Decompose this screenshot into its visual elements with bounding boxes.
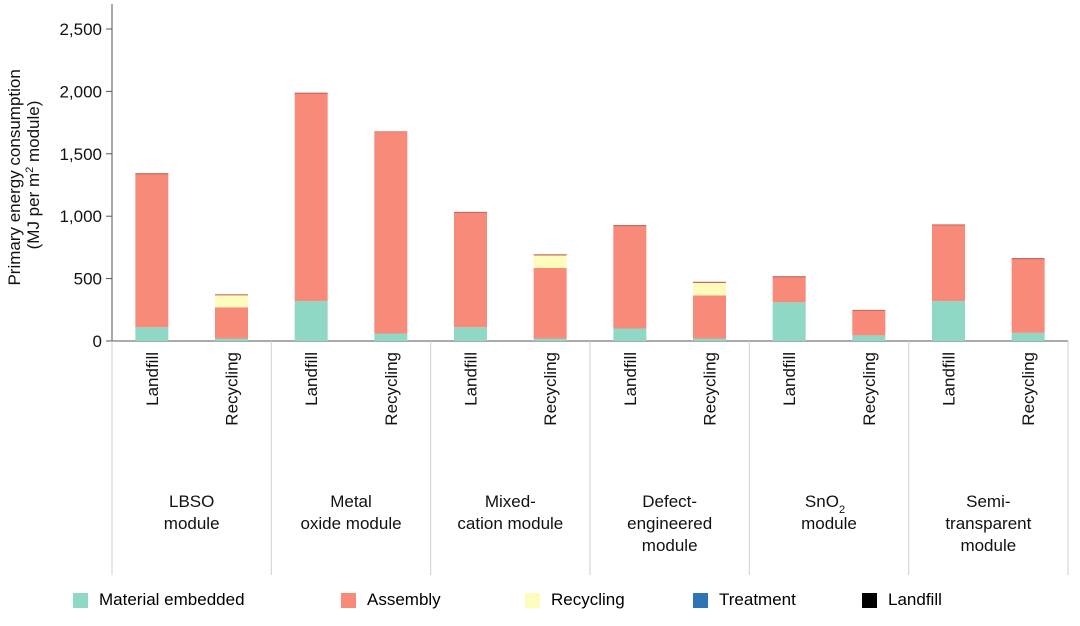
y-axis-label: Primary energy consumption (MJ per m2 mo…	[5, 64, 43, 285]
legend: Material embedded Assembly Recycling Treatm…	[0, 590, 1080, 618]
bar-segment-material-embedded	[215, 338, 248, 341]
bar-segment-material-embedded	[454, 327, 487, 341]
x-tick-labels: Landfill Recycling Landfill Recycling Landfi…	[143, 352, 1038, 426]
y-tick-label: 1,000	[59, 207, 102, 226]
legend-swatch	[341, 592, 356, 608]
bars	[135, 92, 1045, 341]
bar-segment-material-embedded	[374, 333, 408, 341]
legend-label: Treatment	[719, 590, 796, 609]
legend-item-treatment: Treatment	[693, 590, 796, 610]
legend-swatch	[525, 592, 540, 608]
bar-segment-material-embedded	[693, 338, 726, 341]
x-tick-label: Recycling	[701, 352, 720, 426]
group-label: Metal oxide module	[300, 492, 401, 533]
bar-segment-material-embedded	[932, 301, 965, 341]
bar-segment-material-embedded	[613, 328, 647, 341]
x-tick-label: Landfill	[302, 352, 321, 406]
legend-item-material-embedded: Material embedded	[73, 590, 245, 610]
stacked-bar-chart: 0 500 1,000 1,500 2,000 2,500 Landfill Recycli…	[5, 4, 1069, 575]
legend-label: Recycling	[551, 590, 625, 609]
y-tick-label: 0	[93, 332, 102, 351]
y-tick-label: 2,000	[59, 82, 102, 101]
x-tick-label: Recycling	[223, 352, 242, 426]
legend-label: Landfill	[888, 590, 942, 609]
y-tick-label: 2,500	[59, 20, 102, 39]
bar-segment-assembly	[533, 267, 567, 339]
bar-segment-recycling	[693, 282, 726, 296]
bar-segment-assembly	[374, 132, 408, 334]
bar-segment-material-embedded	[294, 301, 328, 341]
bar-segment-assembly	[932, 224, 965, 302]
group-label: LBSO module	[164, 492, 220, 533]
bar-segment-material-embedded	[1011, 332, 1045, 341]
bar-segment-assembly	[772, 276, 806, 303]
x-tick-label: Landfill	[780, 352, 799, 406]
bar-segment-material-embedded	[135, 327, 169, 341]
bar-segment-assembly	[852, 310, 886, 336]
group-label: Defect-engineered module	[627, 492, 712, 555]
bar-segment-recycling	[215, 294, 248, 308]
legend-swatch	[693, 592, 708, 608]
bar-segment-material-embedded	[772, 302, 806, 341]
legend-item-assembly: Assembly	[341, 590, 441, 610]
x-tick-label: Landfill	[143, 352, 162, 406]
x-tick-label: Recycling	[382, 352, 401, 426]
bar-segment-assembly	[215, 307, 248, 339]
group-separators	[111, 341, 1069, 575]
group-label: SnO2 module	[801, 492, 857, 533]
legend-swatch	[73, 592, 88, 608]
group-label: Semi-transparent module	[945, 492, 1031, 555]
bar-segment-assembly	[294, 93, 328, 302]
x-tick-label: Recycling	[860, 352, 879, 426]
group-labels: LBSO module Metal oxide module Mixed-cation …	[164, 492, 1032, 555]
x-tick-label: Landfill	[940, 352, 959, 406]
bar-segment-assembly	[1011, 258, 1045, 333]
x-tick-label: Recycling	[541, 352, 560, 426]
legend-label: Assembly	[367, 590, 441, 609]
x-tick-label: Landfill	[462, 352, 481, 406]
bar-segment-material-embedded	[852, 335, 886, 341]
y-tick-label: 500	[74, 270, 102, 289]
bar-segment-material-embedded	[533, 338, 567, 341]
x-tick-label: Landfill	[621, 352, 640, 406]
bar-segment-assembly	[454, 212, 487, 328]
y-tick-label: 1,500	[59, 145, 102, 164]
bar-segment-assembly	[135, 173, 169, 328]
legend-item-recycling: Recycling	[525, 590, 625, 610]
legend-swatch	[862, 592, 877, 608]
group-label: Mixed-cation module	[457, 492, 563, 533]
legend-item-landfill: Landfill	[862, 590, 942, 610]
bar-segment-assembly	[613, 225, 647, 329]
bar-segment-recycling	[533, 254, 567, 268]
x-tick-label: Recycling	[1019, 352, 1038, 426]
legend-label: Material embedded	[99, 590, 245, 609]
bar-segment-assembly	[693, 295, 726, 339]
